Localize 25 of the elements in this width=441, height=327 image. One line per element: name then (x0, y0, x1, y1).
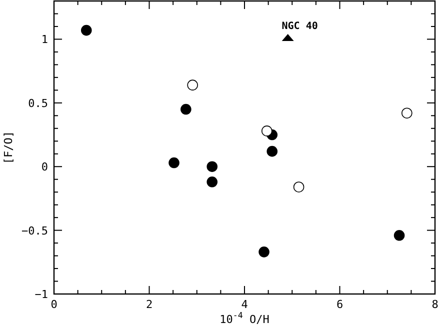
x-tick-label: 8 (432, 298, 438, 311)
point (80, 24, 92, 36)
y-tick-label: 0.5 (28, 96, 48, 110)
y-axis-title: [F/O] (2, 130, 15, 164)
point (394, 230, 405, 241)
x-tick-label: 2 (146, 298, 153, 311)
point (402, 108, 412, 119)
y-tick-label: 0 (41, 160, 48, 174)
point (187, 80, 198, 90)
point (206, 161, 218, 172)
y-tick-label: −1 (34, 288, 48, 301)
point (258, 246, 270, 258)
y-tick-label: 1 (41, 33, 48, 46)
x-axis-title: 10$^{-4}$ O/H (220, 310, 270, 326)
x-tick-label: 4 (241, 298, 248, 311)
point (261, 126, 272, 136)
point (293, 182, 304, 192)
x-tick-label: 6 (336, 298, 344, 311)
point (180, 104, 192, 115)
point (168, 157, 180, 168)
x-tick-label: 0 (50, 298, 58, 311)
point (266, 146, 278, 157)
y-tick-label: −0.5 (22, 224, 48, 238)
annotation: NGC 40 (282, 20, 318, 32)
point (206, 176, 218, 188)
